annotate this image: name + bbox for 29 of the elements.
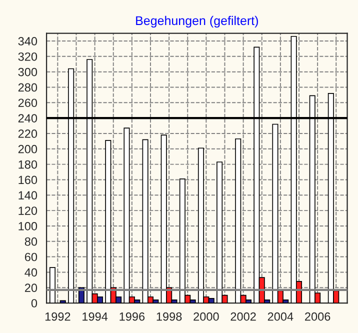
x-tick-label: 2002 [230, 312, 256, 321]
y-tick-label: 140 [18, 191, 38, 200]
x-tick-label: 1998 [156, 312, 182, 321]
y-tick-label: 300 [18, 68, 38, 76]
y-tick-label: 0 [31, 299, 38, 308]
y-tick-label: 20 [24, 284, 38, 292]
y-tick-label: 240 [18, 114, 38, 122]
x-tick-label: 2006 [305, 312, 330, 321]
bar [60, 300, 66, 304]
y-tick-label: 80 [24, 237, 38, 246]
x-tick-label: 1992 [45, 312, 70, 321]
x-tick-label: 2000 [194, 312, 219, 321]
y-tick-label: 280 [18, 83, 38, 92]
x-tick-label: 1994 [82, 312, 108, 321]
chart-title: Begehungen (gefiltert) [136, 16, 258, 28]
y-tick-label: 340 [18, 37, 38, 46]
y-tick-label: 180 [18, 160, 38, 169]
y-tick-label: 120 [18, 206, 38, 215]
bar [49, 267, 56, 304]
y-tick-label: 260 [18, 98, 38, 108]
x-tick-label: 2004 [268, 312, 294, 321]
y-tick-label: 40 [24, 268, 38, 277]
y-tick-label: 60 [24, 252, 38, 262]
y-tick-label: 200 [18, 144, 38, 154]
y-tick-label: 100 [18, 222, 38, 230]
y-tick-label: 220 [18, 130, 38, 138]
x-tick-label: 1996 [120, 312, 145, 321]
y-tick-label: 160 [18, 176, 38, 184]
y-tick-label: 320 [18, 52, 38, 61]
